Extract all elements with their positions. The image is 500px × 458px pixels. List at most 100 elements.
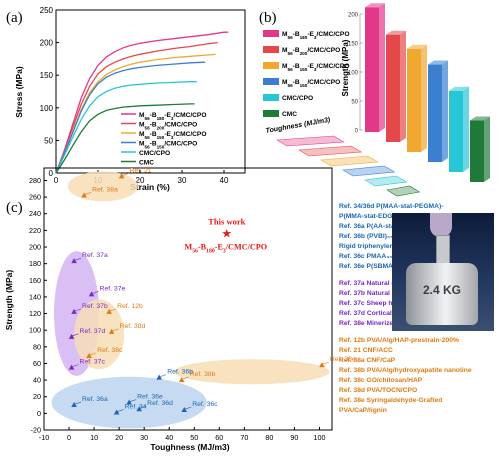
c-x-axis-label: Toughness (MJ/m3) — [150, 442, 229, 452]
b-toughness-strip — [364, 175, 408, 187]
c-points: Ref. 21 Ref. 38a Ref. 37a Ref. 37e Ref. 37b R… — [68, 167, 356, 415]
c-legend-entry: Ref. 38e Syringaldehyde-Grafted — [339, 397, 442, 404]
b-bar-top — [449, 86, 469, 91]
b-legend-swatch — [263, 62, 279, 69]
c-data-point — [106, 308, 112, 314]
b-legend-label: M56-B150-E3/CMC/CPO — [282, 63, 349, 72]
c-point-leader — [117, 409, 124, 412]
c-data-point — [156, 374, 162, 380]
c-x-tick-label: 20 — [115, 433, 123, 442]
b-legend-label: CMC/CPO — [282, 95, 313, 102]
b-legend-label: M56-B150/CMC/CPO — [282, 79, 340, 88]
a-x-axis-label: Strain (%) — [130, 182, 170, 192]
c-x-tick-label: 40 — [165, 433, 173, 442]
c-point-leader — [160, 374, 167, 377]
c-point-leader — [72, 364, 79, 367]
b-axis-tick-label: 50 — [351, 100, 358, 106]
c-data-point — [68, 364, 75, 370]
c-point-leader — [185, 406, 192, 410]
c-x-tick-label: 100 — [313, 433, 325, 442]
b-legend-label: CMC — [282, 111, 297, 118]
c-y-tick-label: 280 — [29, 176, 41, 185]
c-region-ellipse — [74, 299, 125, 370]
c-data-point — [68, 333, 75, 339]
c-point-label: Ref. 36e — [137, 394, 163, 401]
a-y-tick-label: 200 — [40, 39, 54, 48]
a-legend-label: CMC — [139, 160, 154, 167]
a-series-line — [55, 103, 195, 174]
c-point-leader — [110, 308, 117, 312]
b-bar-top — [470, 116, 490, 121]
b-toughness-strip — [320, 155, 379, 167]
c-legend-entry: Ref. 38a CNF/CaP — [339, 357, 396, 364]
c-legend-entry: Ref. 34/36d P(MAA-stat-PEGMA)- — [339, 203, 443, 210]
c-point-label: Ref. 36c — [192, 401, 218, 408]
panel-b: (b) 0 50 100 150 200 Strength (MPa) Toughnes… — [259, 3, 490, 197]
c-point-label: Ref. 38d — [120, 323, 146, 330]
a-legend-label: M56-B200/CMC/CPO — [139, 122, 197, 131]
c-point-label: Ref. 38a — [92, 186, 118, 193]
c-x-tick-label: 60 — [215, 433, 223, 442]
c-legend-entry: Ref. 38d PVA/TOCN/CPO — [339, 387, 417, 394]
b-legend-swatch — [263, 94, 279, 101]
this-work-star: ★ — [221, 227, 232, 241]
b-bar-side — [463, 86, 469, 172]
a-x-tick-label: 20 — [136, 176, 145, 185]
b-bar — [470, 120, 484, 182]
b-legend-swatch — [263, 78, 279, 85]
this-work-label: This work — [208, 217, 245, 227]
c-data-point — [71, 308, 77, 314]
c-point-label: Ref. 12b — [117, 303, 143, 310]
c-point-label: Ref. 37b — [82, 303, 108, 310]
b-axis-tick-label: 0 — [355, 129, 359, 135]
c-x-tick-label: 30 — [140, 433, 148, 442]
b-bar-top — [407, 44, 427, 49]
c-point-label: Ref. 36a — [82, 396, 108, 403]
b-z-axis-label: Toughness (MJ/m3) — [265, 117, 331, 135]
c-data-point — [136, 406, 142, 412]
c-data-point — [108, 328, 115, 334]
c-region-ellipse — [174, 359, 330, 385]
c-y-tick-label: 260 — [29, 193, 41, 202]
c-y-tick-label: -20 — [31, 426, 41, 435]
c-y-tick-label: 40 — [33, 376, 41, 385]
panel-c-label: (c) — [6, 200, 23, 216]
c-legend-entry: Ref. 37c Sheep horn keratin — [339, 300, 427, 307]
c-x-tick-label: 0 — [67, 433, 71, 442]
c-data-point — [319, 362, 325, 368]
b-bar-side — [442, 60, 448, 163]
c-point-leader — [140, 405, 147, 409]
a-y-tick-label: 100 — [40, 104, 54, 113]
b-bar — [449, 90, 463, 172]
c-point-leader — [182, 376, 189, 380]
c-point-leader — [72, 333, 79, 337]
a-y-axis-label: Stress (MPa) — [14, 66, 24, 118]
b-axis-tick-label: 100 — [348, 71, 359, 77]
c-x-tick-label: 80 — [265, 433, 273, 442]
panel-a-label: (a) — [6, 10, 23, 26]
c-data-point — [181, 407, 188, 413]
c-legend-entry: Ref. 38c GO/chitosan/HAP — [339, 377, 423, 384]
c-y-tick-label: 140 — [29, 292, 41, 301]
b-legend: M56-B180-E3/CMC/CPO M56-B200/CMC/CPO M56-B… — [263, 30, 349, 118]
c-point-leader — [89, 352, 97, 356]
weight-graphic — [406, 263, 478, 325]
c-y-tick-label: 180 — [29, 259, 41, 268]
c-point-leader — [74, 401, 82, 405]
c-legend-entry: Ref. 37d Cortical bone — [339, 310, 410, 317]
c-data-point — [86, 352, 92, 358]
b-bar — [428, 64, 442, 162]
c-data-point — [71, 258, 77, 264]
a-series-line — [55, 61, 206, 174]
c-point-leader — [84, 192, 92, 195]
b-legend-swatch — [263, 110, 279, 117]
c-point-leader — [112, 328, 119, 332]
c-y-tick-label: 160 — [29, 276, 41, 285]
a-legend-label: M56-B150-E3/CMC/CPO — [139, 131, 206, 140]
c-data-point — [118, 173, 125, 179]
plot-frame — [55, 9, 246, 174]
c-axis-ticks: -10 0 10 20 30 40 50 60 70 80 90 100 -20 0 20 40 60 80 100… — [29, 176, 325, 442]
c-data-point — [71, 402, 77, 408]
b-axis-tick-label: 150 — [348, 42, 359, 48]
c-point-label: Ref. 36b — [167, 369, 193, 376]
